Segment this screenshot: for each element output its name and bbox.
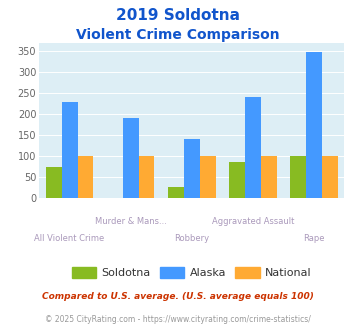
Legend: Soldotna, Alaska, National: Soldotna, Alaska, National xyxy=(67,262,316,282)
Bar xyxy=(261,156,277,198)
Bar xyxy=(77,156,93,198)
Text: Compared to U.S. average. (U.S. average equals 100): Compared to U.S. average. (U.S. average … xyxy=(42,292,313,301)
Bar xyxy=(229,162,245,198)
Bar xyxy=(184,139,200,198)
Bar xyxy=(306,52,322,198)
Text: © 2025 CityRating.com - https://www.cityrating.com/crime-statistics/: © 2025 CityRating.com - https://www.city… xyxy=(45,315,310,324)
Bar xyxy=(322,156,338,198)
Bar xyxy=(138,156,154,198)
Text: 2019 Soldotna: 2019 Soldotna xyxy=(115,8,240,23)
Bar xyxy=(168,187,184,198)
Bar xyxy=(62,102,77,198)
Bar xyxy=(123,118,138,198)
Bar xyxy=(46,167,62,198)
Text: Murder & Mans...: Murder & Mans... xyxy=(95,217,166,226)
Bar xyxy=(290,156,306,198)
Bar xyxy=(200,156,215,198)
Bar xyxy=(245,97,261,198)
Text: Violent Crime Comparison: Violent Crime Comparison xyxy=(76,28,279,42)
Text: All Violent Crime: All Violent Crime xyxy=(34,234,105,243)
Text: Robbery: Robbery xyxy=(174,234,209,243)
Text: Rape: Rape xyxy=(303,234,324,243)
Text: Aggravated Assault: Aggravated Assault xyxy=(212,217,294,226)
